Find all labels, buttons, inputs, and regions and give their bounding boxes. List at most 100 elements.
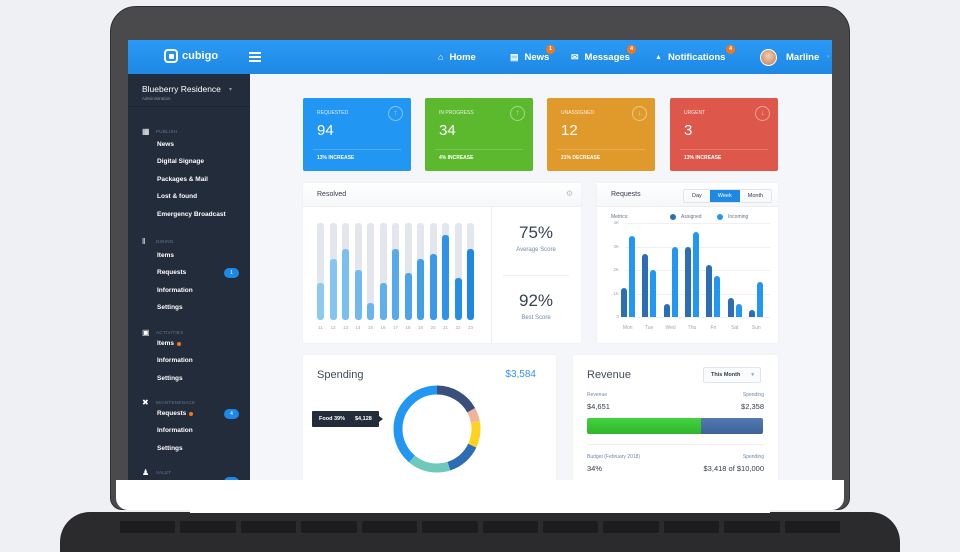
sidebar-item-packages-mail[interactable]: Packages & Mail [157,176,208,183]
bar-assigned[interactable] [663,304,670,317]
sidebar-item-digital-signage[interactable]: Digital Signage [157,158,204,165]
divider [313,149,401,150]
donut-slice[interactable] [393,385,481,473]
average-score-label: Average Score [516,247,556,253]
sidebar-item-maintenance-requests[interactable]: Requests [157,410,194,417]
bar-incoming[interactable] [735,304,742,317]
period-dropdown[interactable]: This Month ▾ [703,367,761,383]
bar-track[interactable] [467,223,474,320]
bar-track[interactable] [317,223,324,320]
bar-track[interactable] [392,223,399,320]
bar-track[interactable] [342,223,349,320]
sidebar-item-dining-items[interactable]: Items [157,252,174,259]
sidebar-item-dining-requests[interactable]: Requests [157,269,187,276]
residence-switcher[interactable]: Blueberry Residence Administration [142,84,221,101]
bar-assigned[interactable] [749,309,756,317]
bar-assigned[interactable] [684,246,691,317]
range-day[interactable]: Day [692,193,702,199]
bar-track[interactable] [429,223,437,320]
best-score: 92% Best Score [491,291,581,321]
stat-card-in-progress[interactable]: IN PROGRESS 34 ↑ 4% INCREASE [425,98,533,171]
nav-news[interactable]: ▤ News [510,40,549,74]
bar-fill [379,283,387,320]
nav-home[interactable]: ⌂ Home [438,40,476,74]
donut-slice[interactable] [393,385,481,473]
bar-track[interactable] [379,223,387,320]
nav-notifications[interactable]: ▲ Notifications [655,40,725,74]
bar-assigned[interactable] [642,253,649,317]
hamburger-menu-icon[interactable] [249,52,261,62]
sidebar-item-dining-information[interactable]: Information [157,287,193,294]
sidebar-item-maintenance-settings[interactable]: Settings [157,445,183,452]
chevron-right-icon: › [827,54,829,60]
section-publish: ▦ PUBLISH [142,127,177,136]
bar-assigned[interactable] [620,287,627,317]
top-bar: cubigo ⌂ Home ▤ News 1 ✉ Messages 4 ▲ No… [128,40,832,74]
range-month[interactable]: Month [747,193,764,199]
bar-track[interactable] [329,223,337,320]
section-activities: ▣ ACTIVITIES [142,328,184,337]
requests-x-axis: Mon Tue Wed Thu Fri Sat Sun [617,325,767,331]
tools-icon: ✖ [142,398,150,407]
day-group [681,223,702,317]
stat-card-urgent[interactable]: URGENT 3 ↓ 13% INCREASE [670,98,778,171]
bar-incoming[interactable] [628,235,635,317]
bar-assigned[interactable] [727,298,734,317]
laptop-chin [116,480,844,510]
residence-role: Administration [142,96,171,101]
x-tick-label: Wed [665,325,676,331]
bar-incoming[interactable] [714,275,721,317]
section-dining: ‖ DINING [142,237,174,246]
bar-incoming[interactable] [650,270,657,317]
sidebar-item-activities-items[interactable]: Items [157,340,181,347]
bar-incoming[interactable] [692,232,699,317]
donut-tooltip: Food 39% $4,128 [312,411,383,427]
sidebar-item-maintenance-information[interactable]: Information [157,427,193,434]
messages-badge: 4 [627,45,636,54]
stat-card-unassigned[interactable]: UNASSIGNED 12 ↓ 21% DECREASE [547,98,655,171]
sidebar-item-emergency-broadcast[interactable]: Emergency Broadcast [157,211,226,218]
sidebar-item-lost-found[interactable]: Lost & found [157,193,198,200]
brand-logo[interactable]: cubigo [164,49,218,63]
bar-fill [417,258,424,320]
bar-fill [329,258,337,320]
spending-donut-chart[interactable] [391,383,483,475]
bar-assigned[interactable] [706,265,713,317]
bar-fill [354,269,362,320]
range-week[interactable]: Week [709,190,740,202]
sidebar-item-news[interactable]: News [157,141,174,148]
bar-track[interactable] [454,223,462,320]
legend-assigned[interactable]: Assigned [670,214,702,220]
sidebar-item-activities-settings[interactable]: Settings [157,375,183,382]
donut-slice[interactable] [393,385,481,473]
sidebar-item-activities-information[interactable]: Information [157,357,193,364]
x-tick-label: Sat [731,325,739,331]
bar-track[interactable] [367,223,374,320]
bar-incoming[interactable] [671,246,678,317]
bar-track[interactable] [417,223,424,320]
divider [435,149,523,150]
user-menu[interactable]: Marline › [760,40,829,74]
stat-card-requested[interactable]: REQUESTED 94 ↑ 13% INCREASE [303,98,411,171]
legend-incoming[interactable]: Incoming [717,214,748,220]
day-group [638,223,659,317]
chevron-down-icon[interactable]: ▾ [229,87,233,93]
gear-icon[interactable]: ⚙ [565,189,573,198]
bar-track[interactable] [442,223,449,320]
sidebar-item-dining-settings[interactable]: Settings [157,304,183,311]
budget-spending-label: Spending [742,454,764,460]
bar-track[interactable] [404,223,412,320]
valet-badge [224,477,239,480]
nav-messages[interactable]: ✉ Messages [571,40,630,74]
requests-title: Requests [611,191,641,198]
panel-header: Resolved ⚙ [303,183,581,207]
bar-fill [467,249,474,320]
spending-panel: Spending $3,584 Food 39% $4,128 [303,355,556,480]
stat-value: 3 [684,122,693,139]
bar-track[interactable] [354,223,362,320]
resolved-panel: Resolved ⚙ 11 12 13 14 15 16 17 18 19 20 21 22 23 75… [303,183,581,343]
avatar [760,48,777,66]
x-tick-label: 13 [342,325,348,330]
bar-incoming[interactable] [757,281,764,317]
bar-fill [404,273,412,320]
